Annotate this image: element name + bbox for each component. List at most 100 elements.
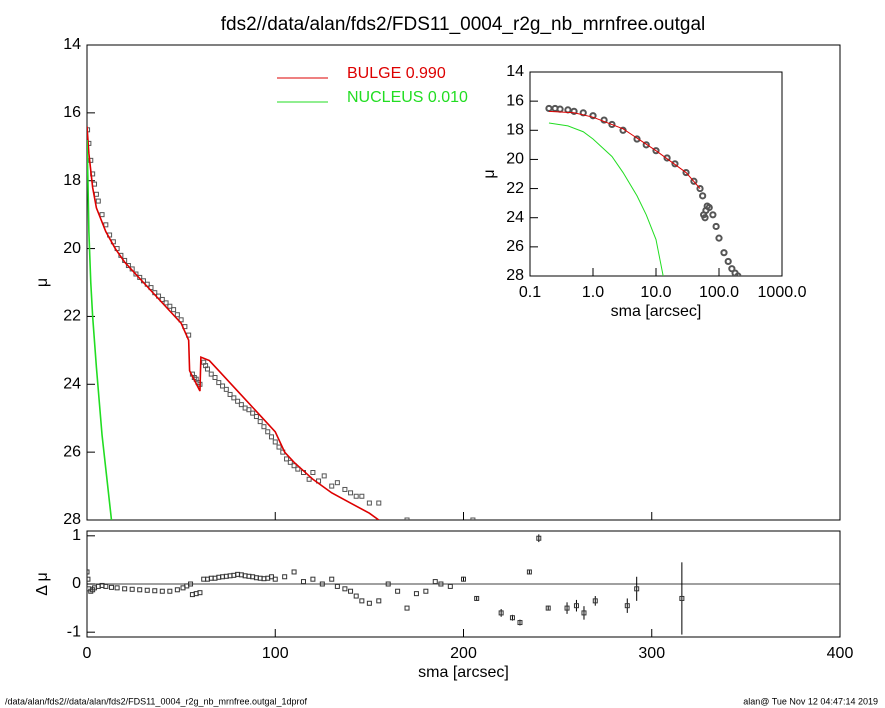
y-tick-label: 26 <box>506 238 524 255</box>
x-axis-label: sma [arcsec] <box>418 664 509 681</box>
data-point <box>642 141 650 149</box>
data-point <box>310 470 316 475</box>
data-point <box>634 586 640 592</box>
data-point <box>159 588 165 594</box>
y-tick-label: 18 <box>506 122 524 139</box>
data-point <box>359 493 365 499</box>
data-point <box>701 214 709 222</box>
data-point <box>235 398 241 404</box>
data-point <box>536 535 542 541</box>
data-point <box>88 157 94 163</box>
data-point <box>624 603 630 609</box>
data-point <box>223 386 229 392</box>
data-point <box>709 211 717 219</box>
data-point <box>348 490 354 496</box>
data-point <box>171 307 177 313</box>
data-point <box>592 598 598 604</box>
data-point <box>174 312 180 318</box>
data-point <box>385 581 391 587</box>
data-point <box>696 184 704 193</box>
data-point <box>125 263 131 269</box>
data-point <box>395 588 401 594</box>
data-point <box>608 120 616 129</box>
plot-area <box>545 104 742 276</box>
x-tick-label: 0.1 <box>519 284 541 301</box>
y-tick-label: 26 <box>63 443 81 460</box>
data-point <box>682 168 690 177</box>
data-point <box>581 610 587 616</box>
data-point <box>438 581 444 587</box>
data-point <box>715 234 723 242</box>
y-tick-label: 0 <box>72 575 81 592</box>
data-point <box>87 576 91 582</box>
data-point <box>291 569 297 575</box>
y-tick-label: 24 <box>506 209 524 226</box>
data-point <box>95 198 101 204</box>
data-point <box>376 598 382 604</box>
y-tick-label: -1 <box>67 623 81 640</box>
data-point <box>498 610 504 616</box>
y-tick-label: 24 <box>63 376 81 393</box>
data-point <box>129 586 135 592</box>
y-tick-label: 16 <box>63 104 81 121</box>
data-point <box>353 593 359 599</box>
data-point <box>167 588 173 594</box>
plot-area <box>87 534 685 635</box>
data-point <box>652 147 660 155</box>
y-tick-label: 14 <box>63 36 81 53</box>
y-tick-label: 28 <box>506 267 524 284</box>
data-point <box>404 605 410 611</box>
data-point <box>329 483 335 489</box>
x-axis-label: sma [arcsec] <box>611 303 702 320</box>
data-point <box>238 402 244 408</box>
data-point <box>712 222 720 231</box>
data-point <box>272 439 278 445</box>
data-point <box>474 595 480 601</box>
data-point <box>570 107 578 115</box>
data-point <box>334 480 340 486</box>
data-point <box>204 366 210 372</box>
x-tick-label: 400 <box>827 645 854 662</box>
chart-title: fds2//data/alan/fds2/FDS11_0004_r2g_nb_m… <box>221 14 705 35</box>
data-point <box>366 600 372 606</box>
data-point <box>432 579 438 585</box>
data-point <box>699 192 707 200</box>
data-point <box>272 576 278 582</box>
data-point <box>295 466 301 472</box>
data-point <box>99 212 105 218</box>
y-tick-label: 1 <box>72 527 81 544</box>
data-point <box>261 424 267 430</box>
data-point <box>310 576 316 582</box>
data-point <box>250 410 256 416</box>
x-tick-label: 300 <box>638 645 665 662</box>
data-point <box>334 583 340 589</box>
y-tick-label: 22 <box>506 180 524 197</box>
data-point <box>319 581 325 587</box>
model-line <box>87 139 113 520</box>
data-point <box>724 257 732 266</box>
data-point <box>366 500 372 506</box>
data-point <box>268 434 274 440</box>
data-point <box>208 371 214 377</box>
data-point <box>728 265 736 273</box>
data-point <box>287 459 293 465</box>
footer-left: /data/alan/fds2//data/alan/fds2/FDS11_00… <box>5 696 308 706</box>
data-point <box>348 588 354 594</box>
data-point <box>470 517 476 520</box>
data-point <box>306 476 312 482</box>
data-point <box>545 605 551 611</box>
y-tick-label: 14 <box>506 63 524 80</box>
data-point <box>329 576 335 582</box>
data-point <box>276 444 282 450</box>
legend-label: BULGE 0.990 <box>347 65 446 82</box>
data-point <box>423 588 429 594</box>
data-point <box>690 177 698 185</box>
data-point <box>509 615 515 621</box>
model-line <box>548 110 701 189</box>
data-point <box>265 429 271 435</box>
x-tick-label: 200 <box>450 645 477 662</box>
data-point <box>197 590 203 596</box>
y-tick-label: 18 <box>63 172 81 189</box>
